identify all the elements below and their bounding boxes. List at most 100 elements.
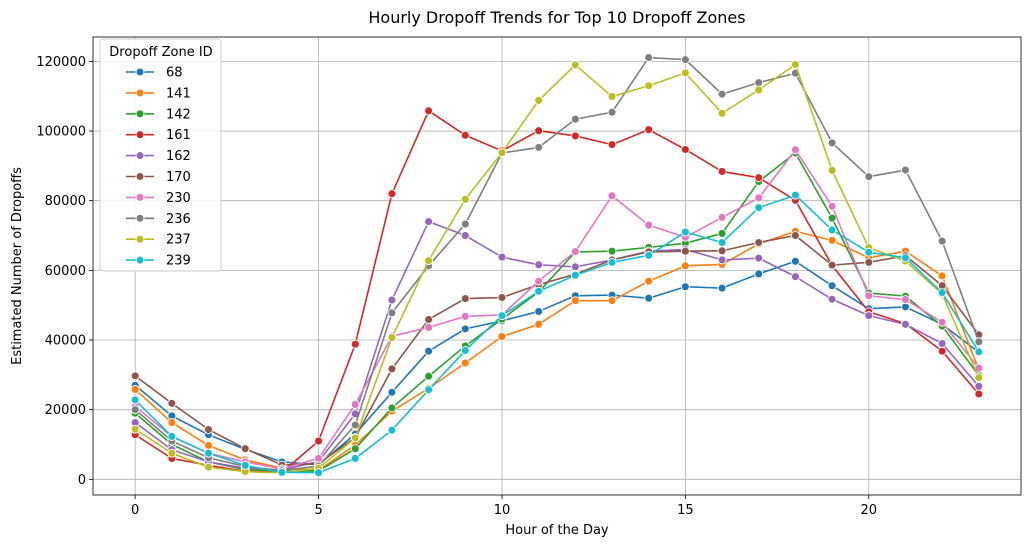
data-point	[534, 142, 544, 152]
data-point	[864, 311, 874, 321]
legend-item-142: 142	[126, 107, 191, 122]
data-point	[130, 424, 140, 434]
data-point	[460, 219, 470, 229]
data-point	[974, 373, 984, 383]
data-point	[424, 346, 434, 356]
legend-item-68: 68	[126, 66, 183, 81]
x-tick-label: 20	[861, 503, 878, 518]
data-point	[424, 256, 434, 266]
data-point	[901, 319, 910, 329]
data-point	[644, 276, 654, 286]
data-point	[350, 453, 360, 463]
data-point	[974, 381, 984, 391]
data-point	[790, 256, 800, 266]
data-point	[204, 425, 213, 434]
y-tick-label: 60000	[45, 264, 86, 279]
legend-item-230: 230	[126, 191, 191, 206]
legend-swatch-marker	[135, 255, 145, 265]
data-point	[424, 371, 434, 381]
data-point	[387, 189, 397, 199]
data-point	[827, 260, 837, 270]
legend-label: 141	[166, 86, 191, 101]
x-tick-label: 10	[494, 503, 511, 518]
data-point	[717, 255, 727, 265]
data-point	[534, 260, 544, 270]
legend-label: 230	[166, 191, 191, 206]
data-point	[827, 138, 837, 148]
data-point	[424, 315, 434, 324]
data-point	[387, 295, 397, 305]
data-point	[901, 302, 910, 312]
data-point	[570, 270, 580, 280]
data-point	[167, 418, 177, 428]
data-point	[240, 444, 250, 454]
data-point	[424, 217, 434, 227]
data-point	[387, 387, 397, 397]
data-point	[534, 286, 544, 296]
y-axis-label: Estimated Number of Dropoffs	[10, 167, 25, 365]
data-point	[864, 291, 874, 301]
legend-swatch-marker	[135, 67, 145, 77]
legend-item-161: 161	[126, 128, 191, 143]
data-point	[644, 53, 654, 62]
data-point	[790, 60, 800, 69]
data-point	[570, 262, 580, 272]
chart-title: Hourly Dropoff Trends for Top 10 Dropoff…	[368, 8, 745, 27]
x-tick-label: 15	[677, 503, 694, 518]
data-point	[717, 108, 727, 118]
series-line-230	[134, 149, 980, 470]
data-point	[204, 441, 213, 450]
data-point	[680, 282, 690, 292]
data-point	[534, 126, 544, 136]
data-point	[350, 444, 360, 454]
data-point	[827, 281, 837, 291]
legend-item-236: 236	[126, 212, 191, 227]
legend-label: 237	[166, 233, 191, 248]
data-point	[350, 433, 360, 443]
data-point	[790, 190, 800, 200]
legend-item-162: 162	[126, 149, 191, 164]
data-point	[901, 165, 910, 175]
legend-swatch-marker	[135, 109, 145, 119]
data-point	[827, 225, 837, 235]
data-point	[607, 191, 617, 201]
x-axis: 0 5 10 15 20	[131, 495, 877, 518]
data-point	[680, 246, 690, 256]
legend-swatch-marker	[135, 192, 145, 202]
data-point	[790, 231, 800, 240]
legend-item-239: 239	[126, 254, 191, 269]
data-point	[754, 238, 764, 247]
data-point	[827, 294, 837, 304]
series-239	[130, 190, 984, 478]
data-point	[607, 257, 617, 267]
data-point	[387, 403, 397, 413]
data-point	[937, 346, 947, 356]
x-tick-label: 0	[131, 503, 139, 518]
data-point	[204, 448, 213, 458]
data-point	[790, 272, 800, 282]
legend-swatch-marker	[135, 130, 145, 140]
data-point	[314, 453, 324, 463]
data-point	[827, 165, 837, 175]
y-tick-label: 0	[78, 473, 86, 488]
data-point	[754, 253, 764, 263]
data-point	[607, 140, 617, 150]
legend-swatch-marker	[135, 151, 145, 161]
data-point	[534, 319, 544, 329]
data-point	[717, 283, 727, 293]
data-point	[130, 395, 140, 405]
data-point	[644, 220, 654, 230]
data-point	[387, 333, 397, 343]
data-point	[790, 145, 800, 155]
data-point	[827, 201, 837, 211]
series-line-170	[134, 234, 980, 466]
series-layer	[130, 53, 984, 478]
data-point	[607, 296, 617, 306]
data-point	[974, 337, 984, 347]
data-point	[717, 246, 727, 256]
data-point	[937, 271, 947, 281]
legend-item-237: 237	[126, 233, 191, 248]
x-axis-label: Hour of the Day	[505, 523, 609, 538]
y-tick-label: 40000	[45, 334, 86, 349]
data-point	[864, 257, 874, 267]
